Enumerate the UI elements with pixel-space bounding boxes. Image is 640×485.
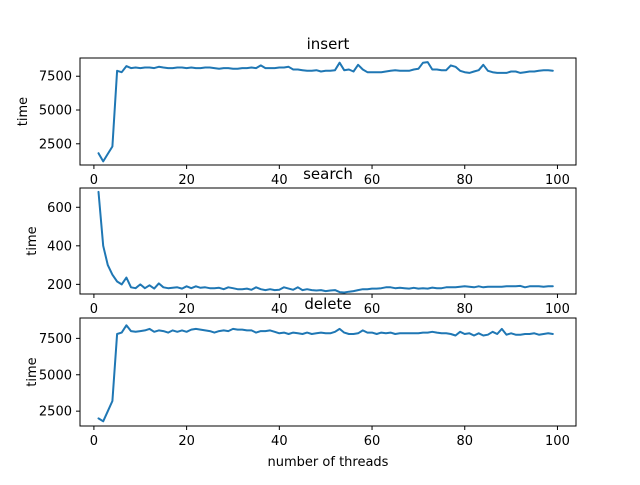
x-tick-label-insert-40: 40	[271, 173, 288, 188]
x-tick-label-search-40: 40	[271, 302, 288, 317]
y-tick-label-insert-5000: 5000	[39, 104, 72, 119]
plot-frame-delete	[79, 317, 577, 427]
plot-frame-insert	[79, 57, 577, 166]
x-tick-label-insert-80: 80	[456, 173, 473, 188]
y-tick-label-insert-2500: 2500	[39, 137, 72, 152]
series-line-search	[97, 190, 554, 294]
y-tick-label-delete-2500: 2500	[39, 405, 72, 420]
y-tick-label-insert-7500: 7500	[39, 70, 72, 85]
x-tick-label-insert-0: 0	[90, 173, 98, 188]
y-axis-label-delete: time	[25, 357, 40, 386]
y-tick-label-delete-7500: 7500	[39, 332, 72, 347]
x-tick-label-search-100: 100	[545, 302, 570, 317]
x-tick-label-search-0: 0	[90, 302, 98, 317]
chart-title-insert: insert	[307, 35, 350, 53]
x-tick-label-delete-60: 60	[364, 434, 381, 449]
x-tick-label-delete-80: 80	[456, 434, 473, 449]
plot-frame-search	[79, 187, 577, 295]
chart-title-search: search	[303, 165, 353, 183]
y-tick-label-delete-5000: 5000	[39, 368, 72, 383]
x-tick-label-search-20: 20	[178, 302, 195, 317]
x-tick-label-search-80: 80	[456, 302, 473, 317]
x-tick-label-insert-60: 60	[364, 173, 381, 188]
y-tick-label-search-600: 600	[47, 201, 72, 216]
y-tick-label-search-200: 200	[47, 278, 72, 293]
y-tick-label-search-400: 400	[47, 239, 72, 254]
x-tick-label-insert-20: 20	[178, 173, 195, 188]
x-tick-label-search-60: 60	[364, 302, 381, 317]
y-axis-label-insert: time	[16, 97, 31, 126]
x-axis-label-delete: number of threads	[268, 455, 389, 470]
x-tick-label-insert-100: 100	[545, 173, 570, 188]
x-tick-label-delete-100: 100	[545, 434, 570, 449]
chart-title-delete: delete	[304, 295, 351, 313]
y-axis-label-search: time	[25, 226, 40, 255]
chart-panel-insert: 0 20 40 60 80 100 2500 5000 7500 insert time	[16, 35, 577, 188]
x-tick-label-delete-0: 0	[90, 434, 98, 449]
chart-panel-delete: 0 20 40 60 80 100 2500 5000 7500 delete time number…	[25, 295, 577, 470]
series-line-delete	[97, 324, 554, 423]
x-tick-label-delete-20: 20	[178, 434, 195, 449]
x-tick-label-delete-40: 40	[271, 434, 288, 449]
series-line-insert	[97, 61, 554, 163]
